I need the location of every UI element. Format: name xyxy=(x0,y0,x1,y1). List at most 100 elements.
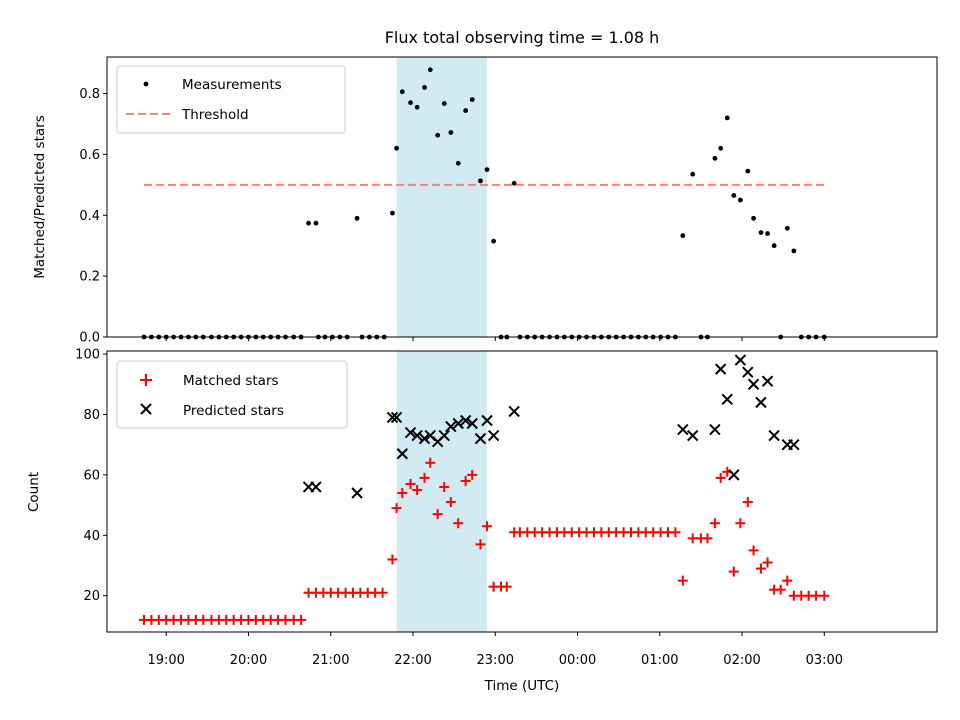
x-tick-label: 03:00 xyxy=(806,653,843,668)
predicted-star-point xyxy=(474,432,487,445)
predicted-star-point xyxy=(481,414,493,427)
matched-star-point xyxy=(425,457,436,468)
measurement-point xyxy=(414,104,420,110)
top-panel-frame xyxy=(106,56,938,338)
matched-star-point xyxy=(296,614,307,625)
matched-star-point xyxy=(391,503,402,514)
matched-star-point xyxy=(377,587,388,598)
predicted-star-point xyxy=(747,378,760,390)
measurement-point xyxy=(306,220,311,226)
measurement-point xyxy=(422,85,427,90)
bottom-y-axis-label: Count xyxy=(26,472,42,512)
predicted-star-point xyxy=(438,429,450,442)
predicted-star-point xyxy=(761,375,774,387)
measurement-point xyxy=(469,97,475,103)
legend-measurements-marker xyxy=(143,81,149,87)
bottom-panel-highlight-span xyxy=(396,351,488,632)
x-tick-label: 00:00 xyxy=(559,653,596,668)
measurement-point xyxy=(771,243,777,249)
measurement-point xyxy=(690,171,696,177)
matched-star-point xyxy=(439,481,450,492)
matched-star-point xyxy=(387,554,398,565)
bot-y-tick-label: 80 xyxy=(83,408,100,423)
matched-star-point xyxy=(775,584,786,595)
measurement-point xyxy=(737,197,743,203)
measurement-point xyxy=(718,145,724,151)
top-y-tick-label: 0.4 xyxy=(79,209,100,224)
matched-star-point xyxy=(405,478,416,489)
predicted-star-point xyxy=(508,405,520,418)
legend-predicted-marker xyxy=(140,403,152,415)
matched-star-point xyxy=(709,518,720,529)
matched-star-point xyxy=(501,581,512,592)
predicted-star-point xyxy=(351,487,363,499)
matched-star-point xyxy=(670,527,681,538)
matched-star-point xyxy=(782,575,793,586)
matched-star-point xyxy=(819,590,830,601)
predicted-star-point xyxy=(755,396,767,409)
matched-star-point xyxy=(419,472,430,483)
predicted-star-point xyxy=(714,363,727,375)
x-tick-label: 23:00 xyxy=(477,653,514,668)
legend-matched-marker xyxy=(140,374,152,386)
predicted-star-point xyxy=(686,429,699,442)
bot-y-tick-label: 40 xyxy=(83,529,100,544)
measurement-point xyxy=(399,89,405,95)
measurement-point xyxy=(758,230,764,236)
predicted-star-point xyxy=(396,448,409,460)
predicted-star-point xyxy=(459,414,472,427)
predicted-star-point xyxy=(452,417,464,430)
measurement-point xyxy=(751,215,756,221)
measurement-point xyxy=(745,168,751,174)
predicted-star-point xyxy=(404,426,417,439)
measurement-point xyxy=(478,178,483,184)
matched-star-point xyxy=(715,472,726,483)
matched-star-point xyxy=(412,484,423,495)
legend-predicted-label: Predicted stars xyxy=(183,403,284,419)
top-y-tick-label: 0.0 xyxy=(79,331,100,346)
matched-star-point xyxy=(475,539,486,550)
matched-star-point xyxy=(453,518,464,529)
matched-star-point xyxy=(397,488,408,499)
matched-star-point xyxy=(482,521,493,532)
measurement-point xyxy=(448,130,454,135)
predicted-star-point xyxy=(768,429,780,442)
measurement-point xyxy=(441,101,447,106)
predicted-star-point xyxy=(721,393,733,406)
measurement-point xyxy=(463,108,469,113)
matched-star-point xyxy=(677,575,688,586)
predicted-star-point xyxy=(487,429,500,442)
legend-matched-label: Matched stars xyxy=(183,373,279,389)
matched-star-point xyxy=(762,557,773,568)
predicted-star-point xyxy=(742,366,754,378)
top-panel-ratio: 0.00.20.40.60.8 Matched/Predicted stars … xyxy=(32,56,938,346)
predicted-star-point xyxy=(709,423,721,436)
matched-star-point xyxy=(748,545,759,556)
measurement-point xyxy=(731,193,737,198)
measurement-point xyxy=(435,132,441,138)
bottom-legend-box xyxy=(116,360,348,429)
x-tick-label: 19:00 xyxy=(147,653,184,668)
measurement-point xyxy=(408,100,413,106)
legend-measurements-label: Measurements xyxy=(182,77,282,93)
measurement-point xyxy=(394,145,399,151)
measurement-point xyxy=(724,115,730,121)
predicted-star-point xyxy=(411,429,423,442)
matched-star-point xyxy=(460,475,471,486)
measurement-point xyxy=(427,67,433,73)
predicted-star-point xyxy=(310,481,322,493)
measurement-point xyxy=(680,233,686,239)
top-y-tick-label: 0.8 xyxy=(79,87,100,102)
measurement-point xyxy=(712,155,718,161)
matched-star-point xyxy=(735,518,746,529)
predicted-star-point xyxy=(386,411,399,424)
measurement-point xyxy=(455,160,461,166)
matched-star-point xyxy=(742,497,753,508)
measurement-point xyxy=(765,231,770,236)
x-tick-label: 21:00 xyxy=(312,653,349,668)
measurement-point xyxy=(390,210,395,216)
bot-y-tick-label: 60 xyxy=(83,468,100,483)
x-tick-label: 20:00 xyxy=(230,653,267,668)
top-y-tick-label: 0.6 xyxy=(79,148,100,163)
